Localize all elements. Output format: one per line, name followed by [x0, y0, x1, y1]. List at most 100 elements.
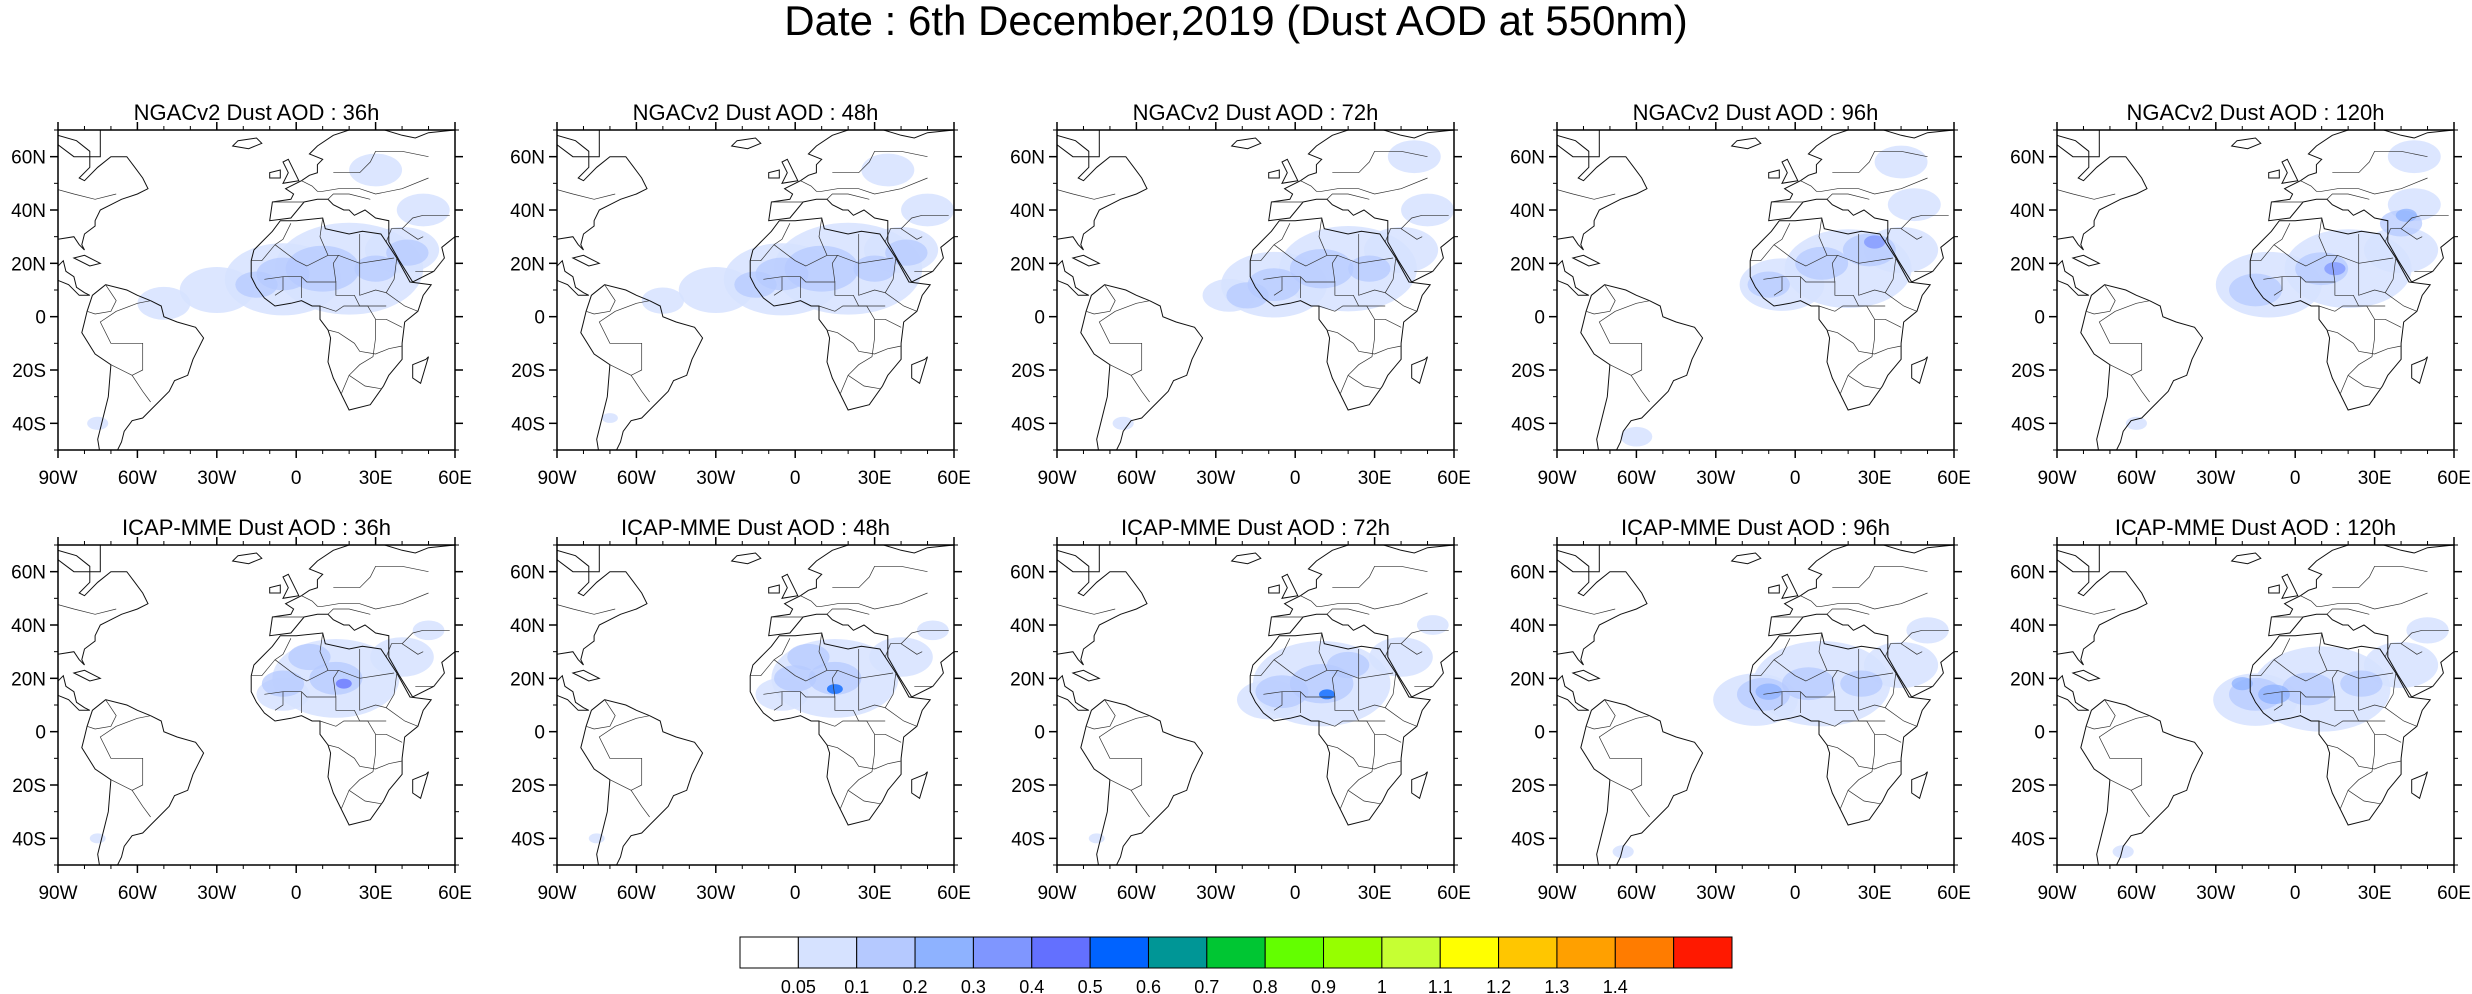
country-border	[826, 608, 870, 615]
country-border	[1826, 329, 1902, 355]
country-border	[900, 214, 949, 229]
country-border	[1914, 672, 1944, 687]
coastline	[580, 699, 704, 865]
country-border	[1057, 189, 1116, 200]
country-border	[874, 318, 902, 328]
lat-tick-label: 40S	[1011, 414, 1045, 435]
country-border	[1884, 292, 1918, 312]
lon-tick-label: 0	[291, 883, 302, 904]
country-border	[914, 257, 944, 272]
coastline	[1281, 158, 1299, 184]
dust-aod-area	[1369, 637, 1433, 677]
country-border	[2300, 592, 2428, 610]
lon-tick-label: 60E	[2437, 883, 2471, 904]
coastline	[72, 669, 102, 682]
dust-aod-area	[1620, 426, 1653, 447]
country-border	[58, 189, 117, 200]
dust-aod-area	[1795, 246, 1849, 280]
dust-aod-area	[2395, 208, 2417, 222]
country-border	[486, 231, 539, 247]
colorbar: 0.05 0.1 0.2 0.3 0.4 0.5 0.6 0.7 0.8 0.9 1 1.1 1.2 1.…	[739, 936, 1733, 994]
country-border	[1598, 715, 1650, 791]
lat-tick-label: 20N	[2010, 254, 2045, 275]
coastline	[1749, 632, 1932, 826]
coastline	[749, 632, 932, 826]
country-border	[1326, 329, 1402, 355]
panel-title: NGACv2 Dust AOD : 72h	[1133, 100, 1379, 125]
country-border	[2347, 790, 2380, 805]
country-border	[1326, 744, 1402, 770]
country-border	[274, 691, 284, 711]
lat-tick-label: 0	[2034, 308, 2045, 329]
dust-aod-area	[2387, 140, 2441, 174]
country-border	[359, 672, 395, 679]
country-border	[1358, 672, 1394, 679]
lon-tick-label: 60E	[937, 883, 971, 904]
coastline	[557, 134, 648, 296]
map-panel: NGACv2 Dust AOD : 96h 90W 60W 30W 0 30E 60E 60N…	[1486, 100, 1971, 489]
dust-aod-area	[370, 637, 434, 677]
country-border	[1300, 177, 1428, 195]
lat-tick-label: 60N	[510, 148, 545, 169]
country-border	[858, 257, 897, 296]
figure-title: Date : 6th December,2019 (Dust AOD at 55…	[784, 0, 1688, 44]
dust-aod-area	[1755, 683, 1782, 700]
country-border	[2347, 375, 2380, 390]
country-border	[609, 779, 650, 818]
country-border	[1347, 790, 1380, 805]
country-border	[2384, 292, 2418, 312]
dust-aod-area	[89, 833, 106, 844]
lon-tick-label: 60W	[118, 883, 157, 904]
lat-tick-label: 20N	[1010, 669, 1045, 690]
country-border	[1273, 276, 1283, 296]
country-border	[86, 284, 117, 315]
colorbar-swatch	[1323, 936, 1383, 969]
coastline	[1071, 669, 1101, 682]
lat-tick-label: 40N	[510, 616, 545, 637]
lon-tick-label: 60E	[438, 883, 472, 904]
lat-tick-label: 60N	[2010, 148, 2045, 169]
country-border	[319, 305, 376, 395]
country-border	[1800, 177, 1928, 195]
lon-tick-label: 30W	[197, 468, 236, 489]
lat-tick-label: 60N	[11, 563, 46, 584]
lon-tick-label: 30E	[359, 883, 393, 904]
dust-aod-area	[734, 271, 777, 298]
lon-tick-label: 30W	[1196, 883, 1235, 904]
country-border	[415, 257, 445, 272]
map-frame	[57, 544, 456, 866]
panel-title: ICAP-MME Dust AOD : 48h	[621, 515, 890, 540]
colorbar-label: 1.1	[1428, 977, 1453, 994]
country-border	[58, 604, 117, 615]
coastline	[1268, 584, 1280, 594]
lat-tick-label: 20S	[1011, 361, 1045, 382]
map-panel: ICAP-MME Dust AOD : 36h 90W 60W 30W 0 30E 60E 6…	[0, 515, 472, 904]
dust-aod-area	[901, 193, 954, 227]
lat-tick-label: 0	[534, 723, 545, 744]
country-border	[2384, 707, 2418, 727]
lat-tick-label: 40S	[1511, 829, 1545, 850]
panel-title: NGACv2 Dust AOD : 96h	[1633, 100, 1879, 125]
country-border	[1486, 231, 1539, 247]
dust-aod-area	[288, 643, 331, 671]
country-border	[2326, 329, 2402, 355]
coastline	[2268, 584, 2280, 594]
lon-tick-label: 30W	[1696, 883, 1735, 904]
coastline	[1249, 632, 1432, 826]
country-border	[0, 646, 40, 662]
coastline	[571, 254, 601, 267]
coastline	[81, 699, 205, 865]
lat-tick-label: 0	[1534, 308, 1545, 329]
lat-tick-label: 60N	[1010, 563, 1045, 584]
map-frame	[556, 544, 955, 866]
lat-tick-label: 40S	[511, 829, 545, 850]
coastline	[2411, 356, 2428, 385]
lon-tick-label: 0	[2290, 883, 2301, 904]
country-border	[1874, 318, 1902, 328]
dust-aod-area	[885, 239, 928, 266]
coastline	[2249, 217, 2432, 411]
map-panel: ICAP-MME Dust AOD : 72h 90W 60W 30W 0 30E 60E 6…	[1010, 515, 1471, 904]
country-border	[832, 565, 928, 589]
coastline	[1230, 137, 1262, 150]
